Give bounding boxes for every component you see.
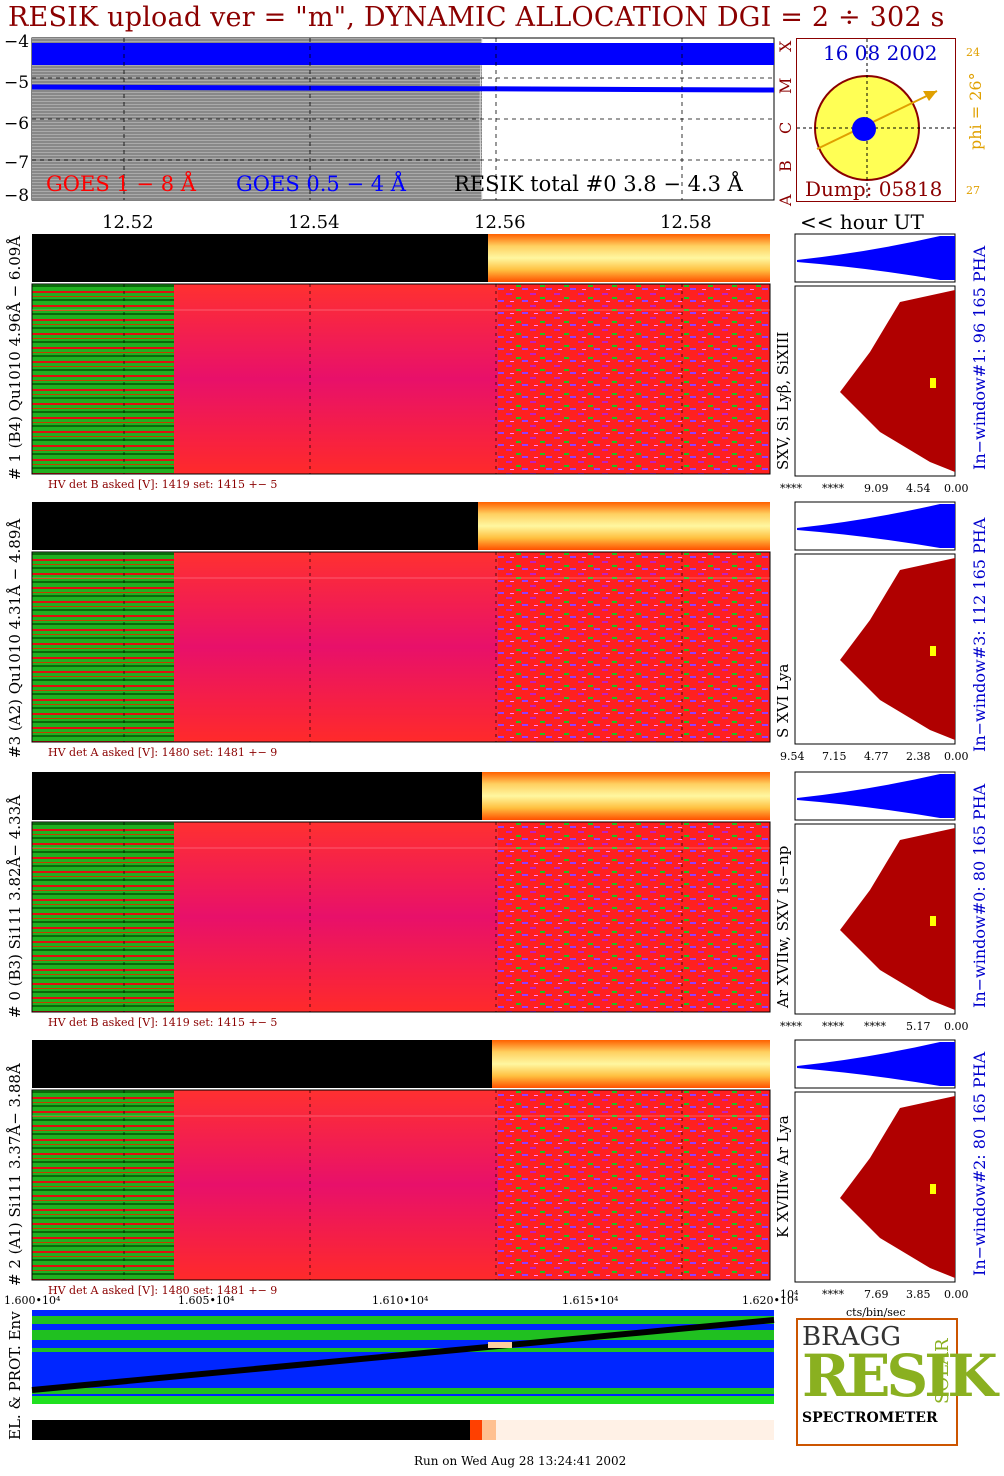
in-window-label: In−window#1: 96 165 PHA [970,245,989,470]
channel-left-label: # 0 (B3) Si111 3.82Å− 4.33Å [6,795,24,1018]
pha-tick: 0.00 [944,1020,969,1033]
bottom-axis-tick: 1.620•10⁴ [742,1294,799,1307]
channel-spectrogram [31,233,956,477]
resik-logo: BRAGG RESIK SOLAR SPECTROMETER [796,1318,998,1446]
channel-panel: # 1 (B4) Qu1010 4.96Å − 6.09Å SXV, Si Lyβ… [0,232,1004,500]
time-tick: 12.52 [102,212,154,233]
dump-number: Dump: 05818 [805,177,943,201]
pha-tick: 9.09 [864,482,889,495]
pha-tick: 7.69 [864,1288,889,1301]
in-window-label: In−window#2: 80 165 PHA [970,1051,989,1276]
sun-date: 16 08 2002 [823,41,938,65]
goes-class-label: M [776,77,795,94]
hv-readout: HV det B asked [V]: 1419 set: 1415 +− 5 [48,1016,278,1029]
pha-tick: **** [822,1288,844,1301]
phi-scale-bottom: 27 [966,184,980,197]
bottom-axis-tick: 1.610•10⁴ [372,1294,429,1307]
bottom-axis-tick: 1.600•10⁴ [4,1294,61,1307]
channel-spectrogram [31,771,956,1015]
logo-resik: RESIK [802,1342,998,1410]
goes-y-tick: −6 [4,114,30,134]
logo-solar: SOLAR [932,1338,953,1404]
pha-tick: **** [780,1020,802,1033]
goes-y-tick: −7 [4,153,30,173]
phi-angle: phi = 26° [966,72,985,150]
goes-long-band [32,43,774,65]
goes-class-label: A [776,194,795,206]
in-window-label: In−window#0: 80 165 PHA [970,783,989,1008]
channel-left-label: #3 (A2) Qu1010 4.31Å − 4.89Å [6,518,24,758]
pha-tick: 0.00 [944,482,969,495]
time-tick: 12.58 [660,212,712,233]
phi-scale-top: 24 [966,46,980,59]
pha-tick: **** [822,482,844,495]
time-tick: 12.54 [288,212,340,233]
hv-readout: HV det A asked [V]: 1480 set: 1481 +− 9 [48,746,278,759]
goes-y-tick: −8 [4,186,30,206]
legend-goes-long: GOES 1 − 8 Å [46,172,196,196]
channel-panel: #3 (A2) Qu1010 4.31Å − 4.89Å S XVI Lya HV … [0,500,1004,768]
pha-tick: 0.00 [944,1288,969,1301]
bottom-axis-tick: 1.615•10⁴ [562,1294,619,1307]
legend-resik-total: RESIK total #0 3.8 − 4.3 Å [454,172,743,196]
channel-left-label: # 2 (A1) Si111 3.37Å− 3.88Å [6,1063,24,1286]
pha-tick: 10⁴ [780,1288,799,1301]
page-title: RESIK upload ver = "m", DYNAMIC ALLOCATI… [8,2,945,33]
pha-axis-label: cts/bin/sec [846,1306,906,1319]
channel-spectrogram [31,1039,956,1283]
pha-tick: **** [780,482,802,495]
pha-tick: 4.77 [864,750,889,763]
logo-spectrometer: SPECTROMETER [802,1410,938,1426]
channel-spectrogram [31,501,956,745]
legend-goes-short: GOES 0.5 − 4 Å [236,172,406,196]
time-tick: 12.56 [474,212,526,233]
goes-class-label: X [776,40,795,52]
pha-tick: **** [864,1020,886,1033]
channel-line-label: K XVIIIw Ar Lya [774,1115,792,1238]
env-panel [31,1310,775,1440]
in-window-label: In−window#3: 112 165 PHA [970,517,989,752]
sun-disc-diagram [797,39,955,201]
footer-run-info: Run on Wed Aug 28 13:24:41 2002 [414,1454,627,1468]
channel-panel: # 0 (B3) Si111 3.82Å− 4.33Å Ar XVIIw, SXV… [0,770,1004,1038]
logo-bragg: BRAGG [802,1322,901,1352]
time-axis-unit: << hour UT [800,210,924,234]
hv-readout: HV det B asked [V]: 1419 set: 1415 +− 5 [48,478,278,491]
channel-line-label: S XVI Lya [774,663,792,738]
goes-y-tick: −5 [4,73,30,93]
hv-readout: HV det A asked [V]: 1480 set: 1481 +− 9 [48,1284,278,1297]
goes-short-line [31,84,775,93]
goes-class-label: B [776,160,795,172]
pha-tick: 0.00 [944,750,969,763]
pha-tick: 3.85 [906,1288,931,1301]
pha-tick: 4.54 [906,482,931,495]
pha-tick: 5.17 [906,1020,931,1033]
goes-y-tick: −4 [4,32,30,52]
pha-tick: **** [822,1020,844,1033]
channel-line-label: Ar XVIIw, SXV 1s−np [774,845,792,1008]
pha-tick: 9.54 [780,750,805,763]
sun-panel: 16 08 2002 Dump: 05818 [796,38,956,202]
goes-class-label: C [776,121,795,134]
channel-left-label: # 1 (B4) Qu1010 4.96Å − 6.09Å [6,235,24,480]
pha-tick: 7.15 [822,750,847,763]
channel-line-label: SXV, Si Lyβ, SiXIII [774,331,792,470]
env-label: EL. & PROT. Env [6,1311,24,1440]
bottom-axis-tick: 1.605•10⁴ [178,1294,235,1307]
pha-tick: 2.38 [906,750,931,763]
goes-plot [31,37,775,201]
channel-panel: # 2 (A1) Si111 3.37Å− 3.88Å K XVIIIw Ar L… [0,1038,1004,1306]
